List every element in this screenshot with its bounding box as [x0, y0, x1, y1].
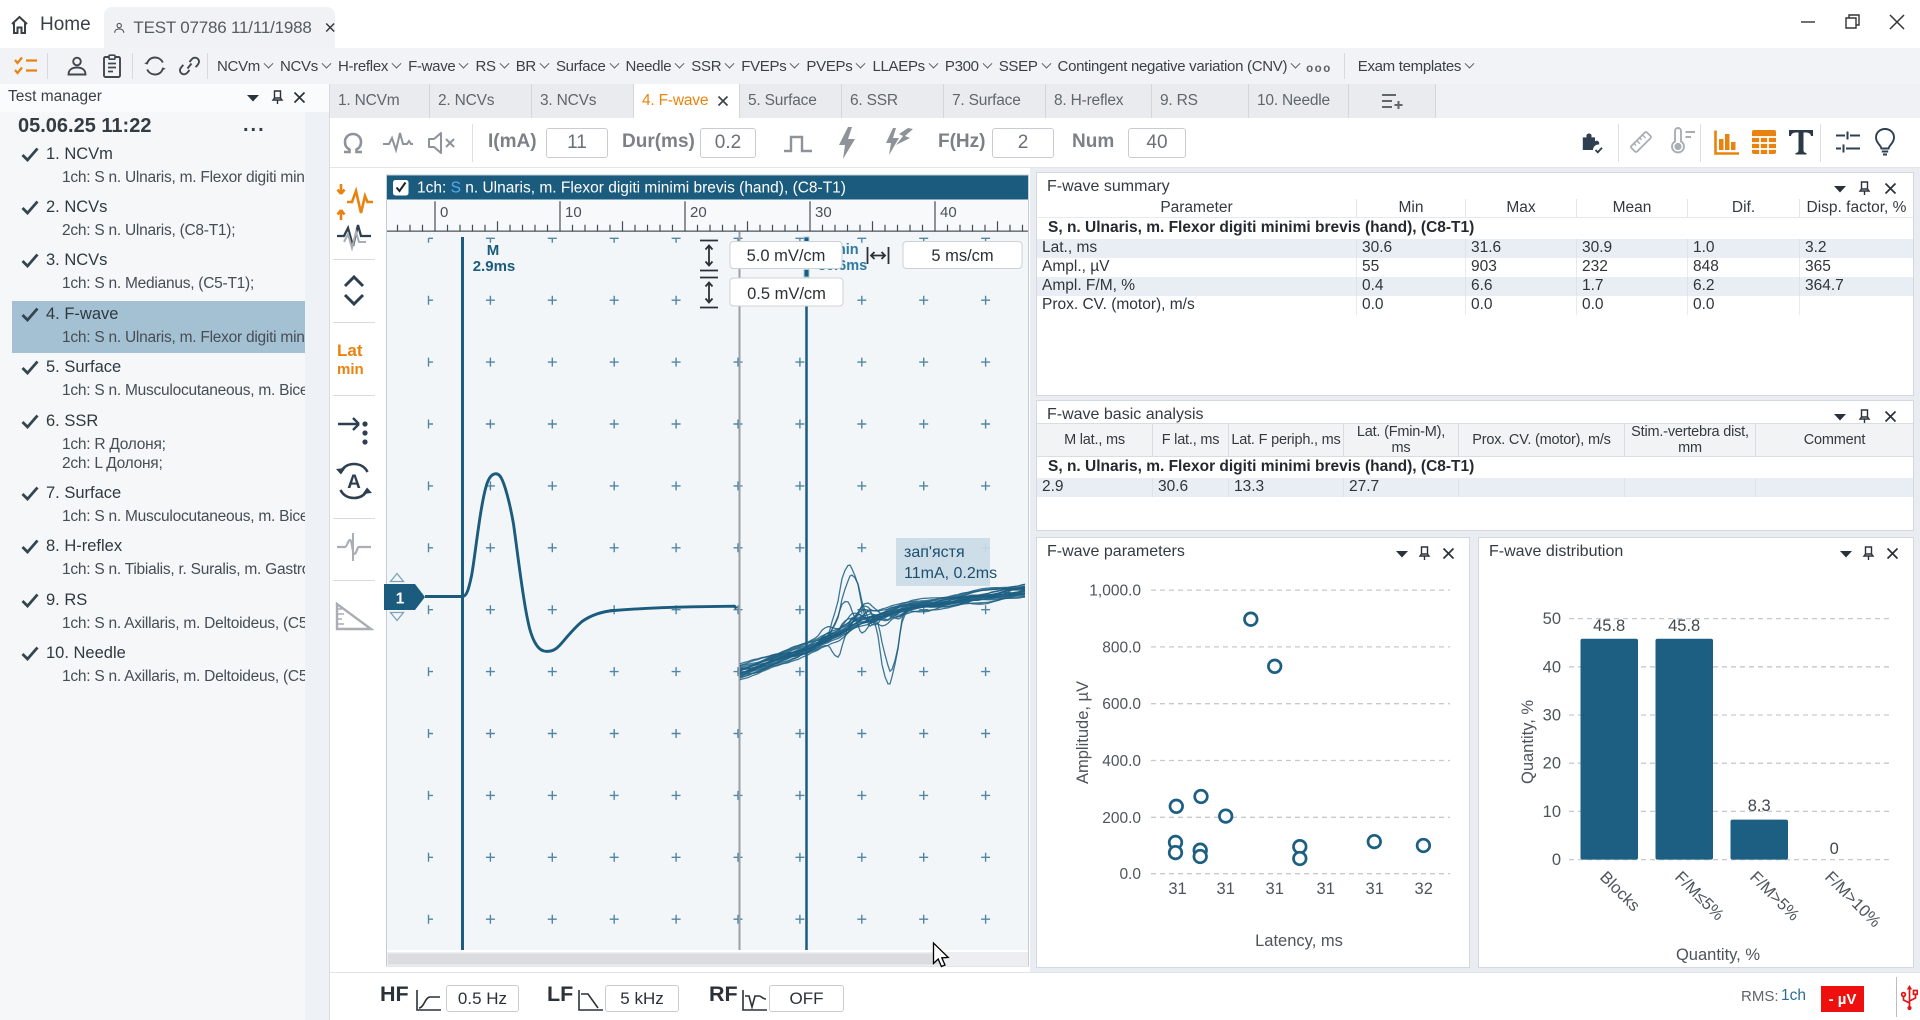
- svg-text:50: 50: [1543, 610, 1561, 628]
- svg-text:45.8: 45.8: [1668, 617, 1700, 635]
- svg-text:0: 0: [1552, 851, 1561, 869]
- svg-text:1ch: S n. Ulnaris, m. Flexor d: 1ch: S n. Ulnaris, m. Flexor digiti mini…: [417, 180, 846, 197]
- svg-text:40: 40: [1543, 658, 1561, 676]
- svg-text:400.0: 400.0: [1102, 753, 1141, 770]
- svg-text:31: 31: [1266, 880, 1284, 898]
- svg-text:32: 32: [1415, 880, 1433, 898]
- svg-text:F/M≤5%: F/M≤5%: [1671, 868, 1727, 924]
- svg-text:8.3: 8.3: [1748, 797, 1771, 815]
- svg-text:600.0: 600.0: [1102, 696, 1141, 713]
- svg-text:F/M>10%: F/M>10%: [1821, 868, 1884, 931]
- svg-text:M: M: [487, 242, 500, 259]
- svg-text:Quantity, %: Quantity, %: [1519, 700, 1537, 784]
- svg-text:0.5 mV/cm: 0.5 mV/cm: [747, 285, 826, 303]
- svg-text:зап'ястя: зап'ястя: [904, 544, 965, 561]
- svg-text:10: 10: [1543, 803, 1561, 821]
- svg-text:1: 1: [396, 591, 405, 608]
- svg-text:5.0 mV/cm: 5.0 mV/cm: [747, 247, 826, 265]
- svg-text:Blocks: Blocks: [1596, 868, 1643, 915]
- svg-text:31: 31: [1317, 880, 1335, 898]
- svg-text:200.0: 200.0: [1102, 810, 1141, 827]
- svg-text:1,000.0: 1,000.0: [1089, 583, 1141, 600]
- svg-text:0: 0: [440, 204, 448, 221]
- svg-text:11mA, 0.2ms: 11mA, 0.2ms: [904, 565, 997, 582]
- svg-text:Amplitude, µV: Amplitude, µV: [1074, 681, 1092, 784]
- svg-text:10: 10: [565, 204, 582, 221]
- svg-text:2.9ms: 2.9ms: [473, 258, 516, 275]
- svg-text:F/M>5%: F/M>5%: [1746, 868, 1803, 925]
- svg-text:31: 31: [1217, 880, 1235, 898]
- svg-text:5 ms/cm: 5 ms/cm: [931, 247, 993, 265]
- svg-text:31: 31: [1168, 880, 1186, 898]
- svg-text:20: 20: [1543, 755, 1561, 773]
- svg-text:800.0: 800.0: [1102, 639, 1141, 656]
- svg-text:Latency, ms: Latency, ms: [1255, 932, 1343, 950]
- svg-text:31: 31: [1366, 880, 1384, 898]
- svg-text:Quantity, %: Quantity, %: [1676, 946, 1760, 964]
- svg-text:0: 0: [1830, 840, 1839, 858]
- svg-text:0.0: 0.0: [1119, 866, 1141, 883]
- svg-text:45.8: 45.8: [1593, 617, 1625, 635]
- svg-text:30: 30: [815, 204, 832, 221]
- svg-text:40: 40: [940, 204, 957, 221]
- svg-text:A: A: [347, 472, 361, 493]
- svg-text:20: 20: [690, 204, 707, 221]
- svg-text:30: 30: [1543, 707, 1561, 725]
